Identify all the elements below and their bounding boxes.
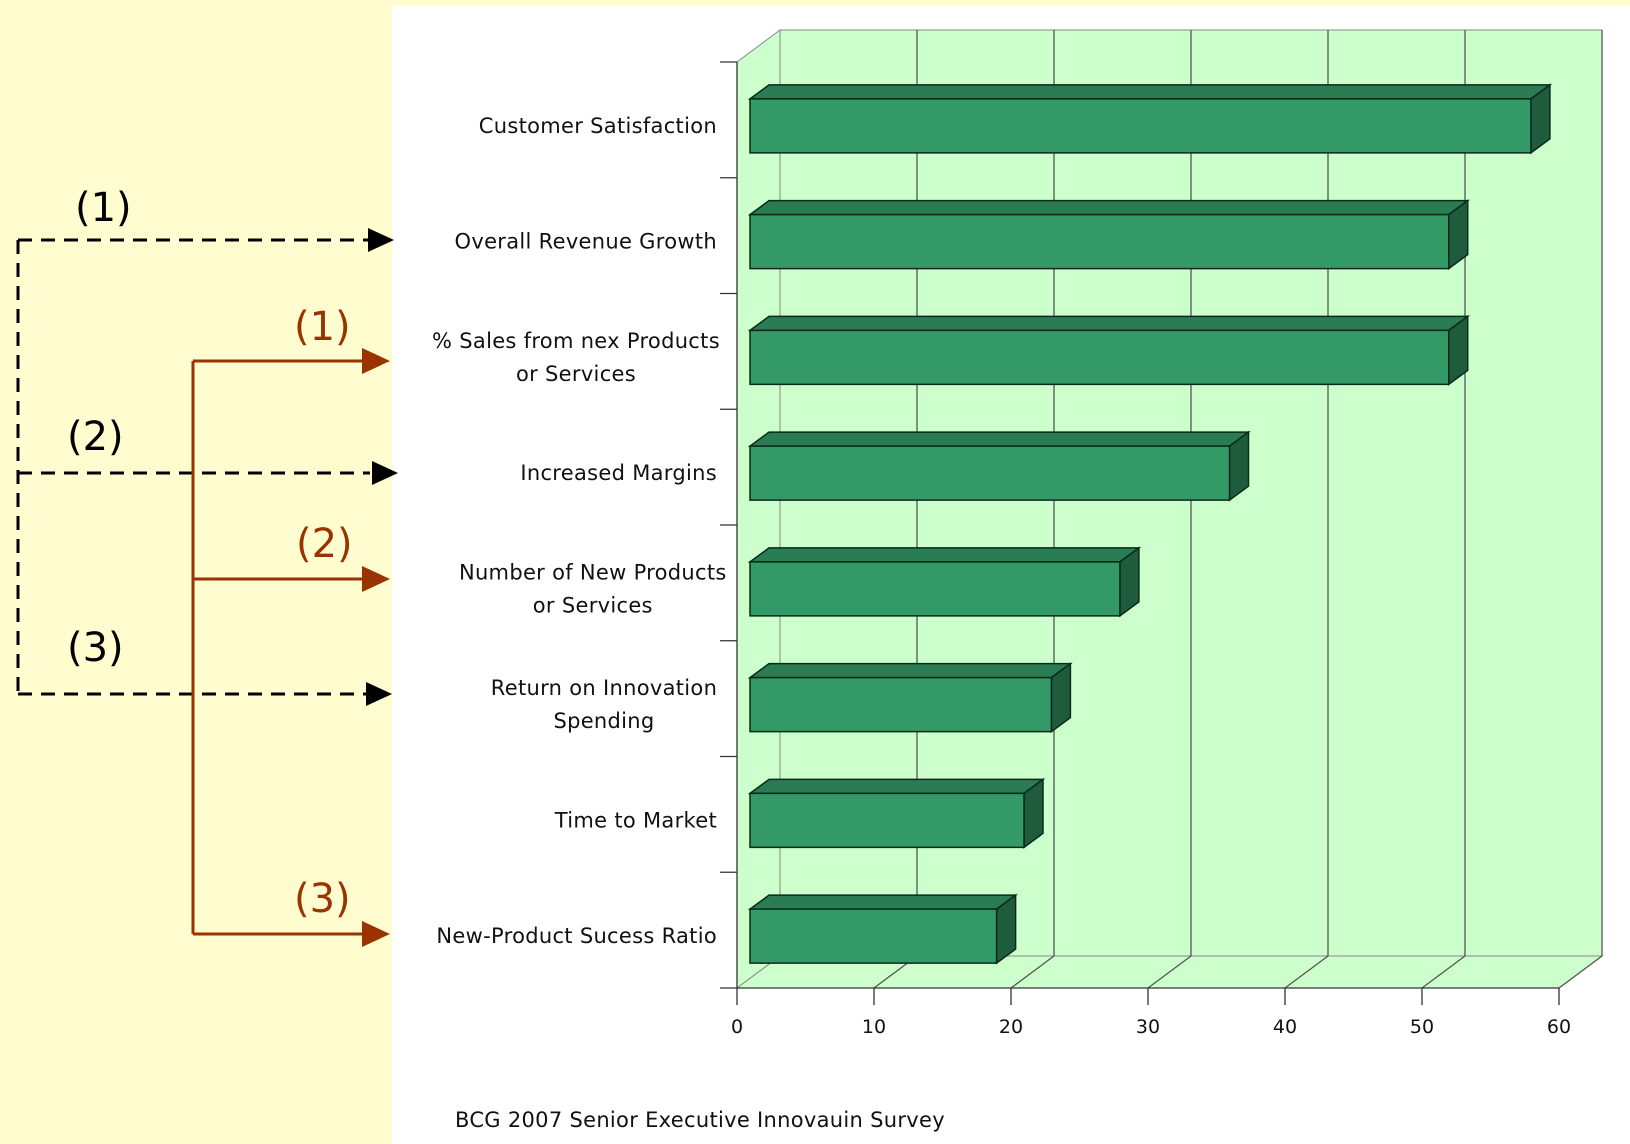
bar-top [747,547,1142,563]
category-label: Customer Satisfaction [479,114,717,138]
gridline-floor [1421,955,1466,989]
bar-top [747,84,1553,100]
x-tick-label: 50 [1410,1016,1434,1038]
bar [747,893,1018,965]
black-marker-1: (1) [75,185,132,231]
x-tick-labels: 0 10 20 30 40 50 60 [731,1016,1571,1038]
x-tick-label: 10 [862,1016,886,1038]
bar-front [749,676,1053,733]
red-arrowheads [362,348,390,947]
red-solid-arrows [191,359,364,936]
x-tick-label: 0 [731,1016,743,1038]
red-marker-2: (2) [296,521,353,567]
black-arrowhead-3 [366,682,392,706]
bar [747,546,1142,618]
x-tick-label: 20 [999,1016,1023,1038]
bar-top [747,199,1470,216]
category-label-line: Customer Satisfaction [479,114,717,138]
bar [747,199,1470,271]
black-arrowhead-2 [372,461,398,485]
category-label-line: or Services [516,362,636,386]
bar-front [749,792,1025,849]
category-label-line: % Sales from nex Products [432,329,720,353]
x-tick-label: 60 [1547,1016,1571,1038]
black-marker-3: (3) [67,625,124,671]
category-label: Increased Margins [520,461,717,485]
bars [747,83,1553,965]
bar [747,777,1046,849]
gridline-floor [1147,955,1192,989]
axes [720,61,1560,1005]
x-tick-label: 30 [1136,1016,1160,1038]
annotation-panel [0,0,392,1144]
x-tick-label: 40 [1273,1016,1297,1038]
red-marker-3: (3) [294,876,351,922]
gridline-floor [1010,955,1055,989]
category-label: New-Product Sucess Ratio [436,924,717,948]
bar [747,662,1073,734]
red-marker-1: (1) [294,304,351,350]
category-label-line: Time to Market [554,808,717,832]
category-label: Overall Revenue Growth [455,230,717,254]
category-label-line: New-Product Sucess Ratio [436,924,717,948]
black-marker-2: (2) [67,414,124,460]
red-arrowhead-2 [362,566,390,592]
bar-front [749,98,1532,154]
category-label-line: Overall Revenue Growth [455,230,717,254]
source-note: BCG 2007 Senior Executive Innovauin Surv… [455,1108,945,1132]
bar-front [749,908,998,964]
category-label-line: Spending [553,709,654,733]
category-label-line: Increased Margins [520,461,717,485]
black-arrowheads [366,228,398,706]
bar-top [747,894,1018,910]
bar-top [747,315,1470,332]
category-label-line: or Services [533,593,653,617]
bar-top [747,778,1046,795]
bar-top [747,662,1073,679]
bar-front [749,213,1450,270]
bar [747,430,1251,502]
gridline-floor [1284,955,1329,989]
category-label-line: Return on Innovation [491,676,717,700]
category-label: Number of New Products or Services [459,560,727,617]
bar-front [749,329,1450,386]
bar-front [749,445,1231,501]
category-label-line: Number of New Products [459,560,727,584]
red-arrowhead-3 [362,921,390,947]
black-dashed-arrows [16,238,370,696]
category-labels: Customer Satisfaction Overall Revenue Gro… [432,114,727,948]
black-arrowhead-1 [368,228,394,252]
red-arrowhead-1 [362,348,390,374]
category-label: % Sales from nex Products or Services [432,329,720,386]
gridline-floor [1558,955,1603,989]
category-label: Return on Innovation Spending [491,676,717,733]
bar-front [749,561,1121,617]
bar [747,83,1553,155]
category-label: Time to Market [554,808,717,832]
bar-top [747,431,1251,447]
bar [747,314,1470,386]
